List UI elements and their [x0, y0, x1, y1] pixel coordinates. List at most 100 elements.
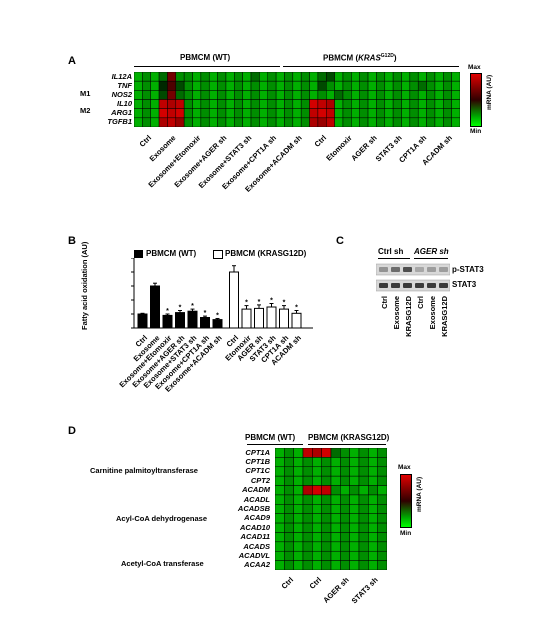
heatmap-d-row-label: ACADL — [243, 494, 270, 504]
heatmap-cell — [358, 494, 369, 505]
heatmap-cell — [259, 72, 268, 82]
heatmap-a-column-label: Ctrl — [312, 133, 329, 149]
heatmap-cell — [317, 108, 327, 119]
heatmap-a-header-wt: PBMCM (WT) — [180, 53, 231, 62]
heatmap-cell — [426, 99, 436, 109]
heatmap-d — [275, 448, 387, 570]
heatmap-cell — [242, 108, 252, 119]
heatmap-cell — [234, 90, 243, 100]
heatmap-cell — [368, 550, 378, 561]
heatmap-cell — [377, 448, 387, 458]
heatmap-cell — [293, 448, 304, 458]
heatmap-cell — [368, 485, 378, 496]
heatmap-cell — [275, 80, 285, 91]
heatmap-cell — [200, 80, 210, 91]
heatmap-cell — [409, 90, 419, 100]
heatmap-cell — [309, 99, 319, 109]
blot-lane-label: KRASG12D — [439, 296, 449, 337]
heatmap-cell — [158, 108, 168, 119]
blot-lane-label: Ctrl — [379, 296, 389, 309]
heatmap-cell — [225, 80, 235, 91]
heatmap-cell — [401, 90, 411, 100]
heatmap-cell — [134, 72, 143, 82]
heatmap-cell — [200, 108, 210, 119]
heatmap-cell — [321, 513, 332, 524]
heatmap-cell — [284, 108, 294, 119]
heatmap-cell — [326, 80, 335, 91]
heatmap-d-header-kras: PBMCM (KRASG12D) — [308, 433, 390, 442]
heatmap-cell — [167, 117, 177, 127]
heatmap-cell — [367, 108, 377, 119]
heatmap-cell — [349, 550, 360, 561]
heatmap-cell — [309, 108, 319, 119]
heatmap-cell — [302, 475, 313, 486]
heatmap-cell — [267, 117, 277, 127]
heatmap-cell — [250, 108, 260, 119]
heatmap-d-row-label: ACADVL — [238, 550, 270, 560]
heatmap-cell — [368, 494, 378, 505]
significance-star: * — [166, 308, 169, 315]
heatmap-cell — [192, 80, 202, 91]
heatmap-cell — [250, 72, 260, 82]
bar — [162, 314, 173, 329]
heatmap-a-column-label: Etomoxir — [323, 133, 354, 163]
heatmap-cell — [217, 90, 227, 100]
heatmap-cell — [330, 522, 341, 533]
heatmap-d-row-label: ACADS — [243, 541, 270, 551]
heatmap-cell — [377, 513, 387, 524]
heatmap-cell — [368, 448, 378, 458]
heatmap-d-column-label: Ctrl — [279, 575, 296, 591]
heatmap-d-group-cpt: Carnitine palmitoyltransferase — [90, 466, 198, 475]
heatmap-cell — [234, 72, 243, 82]
heatmap-cell — [376, 90, 386, 100]
heatmap-cell — [242, 117, 252, 127]
heatmap-cell — [312, 485, 322, 496]
heatmap-cell — [267, 72, 277, 82]
heatmap-cell — [367, 99, 377, 109]
heatmap-cell — [312, 541, 322, 552]
heatmap-cell — [312, 522, 322, 533]
heatmap-cell — [158, 117, 168, 127]
heatmap-cell — [409, 80, 419, 91]
heatmap-cell — [134, 99, 143, 109]
bar — [187, 310, 198, 329]
heatmap-cell — [321, 532, 332, 543]
heatmap-cell — [208, 108, 218, 119]
heatmap-cell — [167, 80, 177, 91]
heatmap-cell — [142, 72, 151, 82]
bar-b-ylabel: Fatty acid oxidation (AU) — [80, 241, 89, 330]
heatmap-cell — [409, 72, 419, 82]
heatmap-cell — [312, 448, 322, 458]
heatmap-cell — [183, 99, 193, 109]
heatmap-a-row-label: IL12A — [111, 71, 132, 81]
heatmap-cell — [340, 475, 350, 486]
heatmap-cell — [321, 541, 332, 552]
heatmap-cell — [330, 504, 341, 514]
heatmap-cell — [434, 99, 444, 109]
heatmap-cell — [284, 72, 294, 82]
heatmap-cell — [358, 532, 369, 543]
heatmap-cell — [250, 99, 260, 109]
heatmap-d-row-label: CPT2 — [250, 475, 270, 485]
heatmap-cell — [340, 466, 350, 477]
heatmap-cell — [175, 99, 185, 109]
heatmap-cell — [142, 117, 151, 127]
significance-star: * — [258, 299, 261, 306]
heatmap-cell — [358, 485, 369, 496]
heatmap-cell — [326, 108, 335, 119]
heatmap-cell — [367, 80, 377, 91]
heatmap-cell — [217, 80, 227, 91]
heatmap-cell — [321, 522, 332, 533]
heatmap-cell — [150, 117, 160, 127]
heatmap-cell — [392, 117, 402, 127]
blot-ctrl-sh-bracket — [378, 258, 410, 259]
heatmap-cell — [358, 457, 369, 468]
heatmap-cell — [267, 80, 277, 91]
heatmap-cell — [234, 108, 243, 119]
bar — [291, 312, 302, 329]
heatmap-cell — [358, 466, 369, 477]
heatmap-cell — [340, 513, 350, 524]
heatmap-cell — [225, 90, 235, 100]
heatmap-cell — [183, 90, 193, 100]
heatmap-cell — [358, 513, 369, 524]
